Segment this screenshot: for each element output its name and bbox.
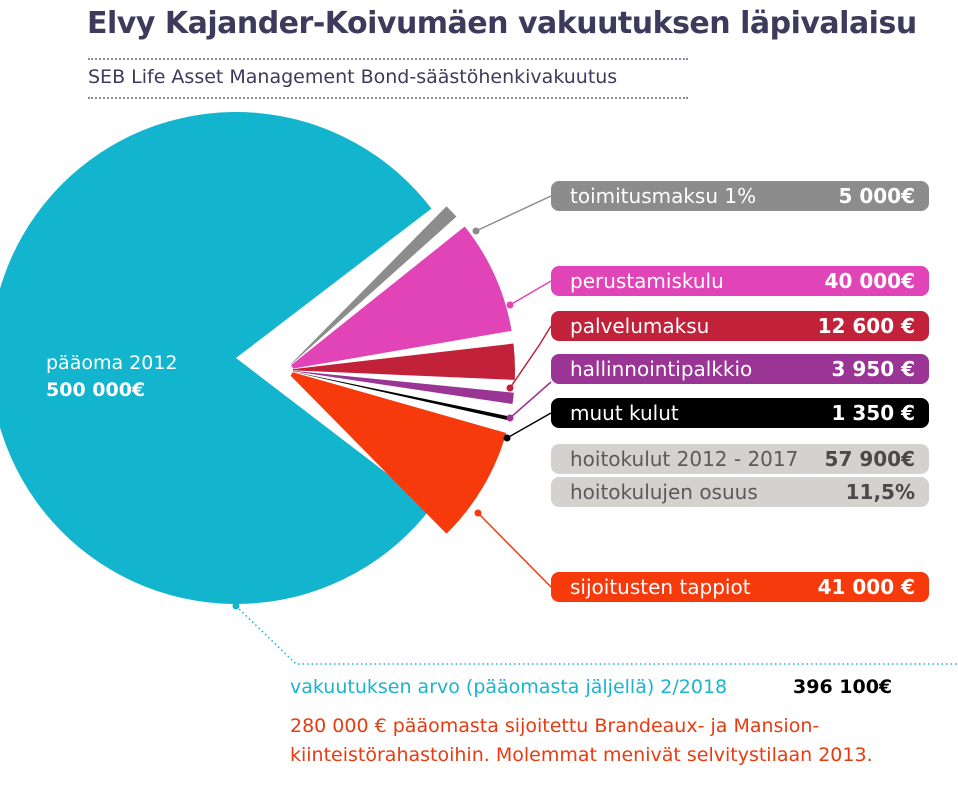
- legend-label: hoitokulut 2012 - 2017: [570, 447, 799, 471]
- legend-label: palvelumaksu: [570, 314, 710, 338]
- pie-slice-paaoma: [0, 112, 432, 604]
- legend-label: toimitusmaksu 1%: [570, 184, 757, 208]
- legend-pill-sijoitusten-tappiot: sijoitusten tappiot 41 000 €: [551, 572, 929, 602]
- legend-value: 41 000 €: [817, 575, 915, 599]
- leader-dot: [472, 227, 480, 235]
- legend-value: 40 000€: [824, 269, 915, 293]
- policy-value-amount: 396 100€: [793, 676, 893, 698]
- leader-dot: [506, 414, 514, 422]
- legend-value: 1 350 €: [831, 401, 915, 425]
- leader-line: [509, 325, 552, 389]
- pie-slice-hallinnointipalkkio: [292, 370, 514, 405]
- pie-slice-muut-kulut: [292, 371, 511, 421]
- legend-pill-muut-kulut: muut kulut 1 350 €: [551, 398, 929, 428]
- leader-dot: [232, 602, 240, 610]
- pie-slice-perustamiskulu: [291, 226, 512, 369]
- leader-line: [477, 512, 552, 588]
- legend-label: hoitokulujen osuus: [570, 480, 758, 504]
- pie-slice-palvelumaksu: [292, 343, 515, 380]
- leader-line: [509, 280, 552, 306]
- legend-value: 5 000€: [838, 184, 915, 208]
- policy-value-label: vakuutuksen arvo (pääomasta jäljellä) 2/…: [290, 676, 728, 698]
- legend-value: 11,5%: [845, 480, 915, 504]
- pie-slice-sijoitusten-tappiot: [290, 372, 507, 534]
- legend-pill-perustamiskulu: perustamiskulu 40 000€: [551, 266, 929, 296]
- title-divider: [88, 58, 688, 60]
- legend-value: 57 900€: [824, 447, 915, 471]
- legend-value: 12 600 €: [817, 314, 915, 338]
- leader-line: [475, 195, 552, 232]
- pie-slice-toimitusmaksu-1-: [290, 206, 457, 365]
- leader-dot: [474, 509, 482, 517]
- page-subtitle: SEB Life Asset Management Bond-säästöhen…: [88, 66, 618, 88]
- legend-pill-hallinnointipalkkio: hallinnointipalkkio 3 950 €: [551, 354, 929, 384]
- legend-pill-hoitokulut: hoitokulut 2012 - 2017 57 900€: [551, 444, 929, 474]
- legend-label: muut kulut: [570, 401, 679, 425]
- leader-line: [506, 412, 552, 439]
- legend-label: perustamiskulu: [570, 269, 724, 293]
- legend-pill-toimitusmaksu: toimitusmaksu 1% 5 000€: [551, 181, 929, 211]
- legend-label: sijoitusten tappiot: [570, 575, 751, 599]
- legend-label: hallinnointipalkkio: [570, 357, 753, 381]
- main-slice-leader: [235, 605, 958, 665]
- main-slice-name: pääoma 2012: [46, 352, 178, 374]
- page-title: Elvy Kajander-Koivumäen vakuutuksen läpi…: [87, 6, 917, 41]
- legend-pill-hoitokulujen-osuus: hoitokulujen osuus 11,5%: [551, 477, 929, 507]
- leader-line: [509, 381, 552, 419]
- legend-value: 3 950 €: [831, 357, 915, 381]
- leader-dot: [506, 301, 514, 309]
- legend-pill-palvelumaksu: palvelumaksu 12 600 €: [551, 311, 929, 341]
- leader-dot: [503, 434, 511, 442]
- leader-dot: [506, 384, 514, 392]
- main-slice-value: 500 000€: [46, 379, 146, 401]
- main-slice-label: pääoma 2012 500 000€: [46, 350, 178, 404]
- investment-note: 280 000 € pääomasta sijoitettu Brandeaux…: [290, 715, 873, 766]
- subtitle-divider: [88, 97, 688, 99]
